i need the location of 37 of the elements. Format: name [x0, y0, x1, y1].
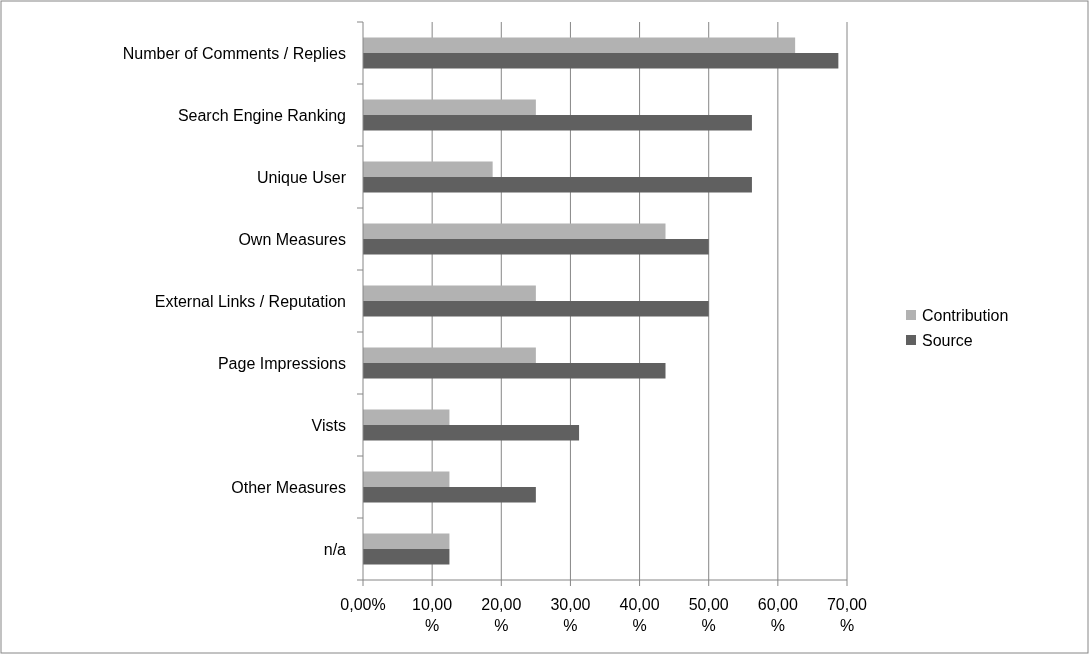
bar	[363, 99, 536, 115]
bar	[363, 177, 752, 193]
x-tick-label: 50,00%	[688, 596, 729, 634]
x-tick-label: 0,00%	[340, 596, 386, 613]
bar	[363, 223, 666, 239]
y-tick-label: Vists	[311, 417, 346, 434]
bar	[363, 115, 752, 131]
x-tick-label: 20,00%	[481, 596, 522, 634]
y-tick-label: Search Engine Ranking	[177, 107, 346, 124]
y-tick-label: Unique User	[257, 169, 347, 186]
legend-label: Source	[922, 332, 973, 349]
bar	[363, 363, 666, 379]
x-tick-label: 60,00%	[757, 596, 798, 634]
bar	[363, 533, 450, 549]
y-tick-label: n/a	[323, 541, 347, 558]
bar	[363, 161, 493, 177]
bar	[363, 487, 536, 503]
x-tick-label: 10,00%	[412, 596, 453, 634]
y-tick-label: Own Measures	[238, 231, 346, 248]
y-tick-label: Page Impressions	[217, 355, 346, 372]
x-tick-label: 30,00%	[550, 596, 591, 634]
legend-label: Contribution	[922, 307, 1009, 324]
bar	[363, 37, 796, 53]
bar	[363, 549, 450, 565]
bar	[363, 285, 536, 301]
bar	[363, 53, 839, 69]
bar	[363, 301, 709, 317]
x-tick-label: 70,00%	[826, 596, 868, 634]
bar	[363, 471, 450, 487]
x-tick-label: 40,00%	[619, 596, 660, 634]
bar	[363, 425, 580, 441]
bar	[363, 409, 450, 425]
y-tick-label: Other Measures	[231, 479, 346, 496]
y-tick-label: External Links / Reputation	[154, 293, 346, 310]
y-tick-label: Number of Comments / Replies	[122, 45, 346, 62]
bar	[363, 239, 709, 255]
bar	[363, 347, 536, 363]
